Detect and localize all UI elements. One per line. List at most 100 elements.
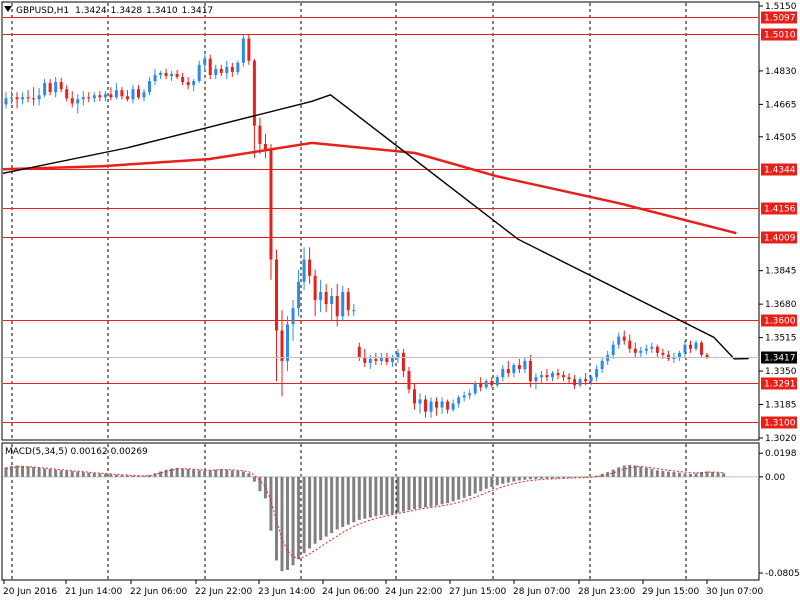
x-tick-label: 24 Jun 06:00 bbox=[322, 587, 379, 597]
level-label-box bbox=[761, 314, 797, 327]
candle bbox=[148, 76, 152, 96]
macd-bar bbox=[142, 475, 146, 477]
candle-body bbox=[181, 76, 185, 83]
macd-bar bbox=[584, 476, 588, 478]
candle bbox=[484, 379, 488, 390]
candle bbox=[241, 34, 245, 67]
macd-bar bbox=[219, 469, 223, 477]
macd-bar bbox=[258, 476, 262, 492]
candle bbox=[501, 364, 505, 382]
candle-body bbox=[451, 403, 455, 410]
candle-body bbox=[4, 98, 8, 105]
x-tick-label: 22 Jun 06:00 bbox=[130, 587, 187, 597]
candle bbox=[573, 375, 577, 390]
macd-bar bbox=[341, 476, 345, 528]
macd-bar bbox=[418, 476, 422, 509]
candle-body bbox=[98, 95, 102, 98]
candle bbox=[59, 78, 63, 93]
candle-body bbox=[401, 352, 405, 372]
level-label: 1.4009 bbox=[764, 234, 796, 244]
candle bbox=[274, 249, 278, 382]
candle-body bbox=[186, 82, 190, 86]
candle-body bbox=[48, 83, 52, 93]
price-axis: 1.5150 1.4830 1.4665 1.4505 1.3845 1.3680 1.35… bbox=[759, 2, 797, 444]
candle bbox=[446, 399, 450, 414]
macd-bar bbox=[286, 476, 290, 571]
candle-body bbox=[368, 358, 372, 363]
candle bbox=[230, 62, 234, 77]
candle bbox=[418, 393, 422, 414]
candle bbox=[595, 364, 599, 382]
x-tick-label: 28 Jun 07:00 bbox=[513, 587, 570, 597]
candle-body bbox=[236, 62, 240, 72]
candle-body bbox=[21, 97, 25, 100]
macd-bar bbox=[269, 476, 273, 531]
candle-body bbox=[313, 275, 317, 301]
macd-bar bbox=[617, 467, 621, 477]
y-tick-label: 1.3350 bbox=[765, 367, 797, 377]
level-label-box bbox=[761, 11, 797, 24]
candle-body bbox=[15, 97, 19, 100]
candle-body bbox=[297, 281, 301, 309]
macd-bar bbox=[153, 473, 157, 477]
macd-bar bbox=[170, 468, 174, 477]
candle-body bbox=[76, 99, 80, 104]
candle-body bbox=[203, 58, 207, 65]
macd-bar bbox=[633, 465, 637, 477]
macd-bar bbox=[457, 476, 461, 500]
macd-bar bbox=[562, 476, 566, 479]
macd-signal-polyline bbox=[5, 466, 724, 559]
candle bbox=[203, 54, 207, 71]
macd-bar bbox=[424, 476, 428, 508]
candle bbox=[666, 350, 670, 361]
macd-bar bbox=[694, 473, 698, 477]
macd-bar bbox=[385, 476, 389, 515]
candle-body bbox=[269, 150, 273, 260]
candle bbox=[490, 377, 494, 388]
macd-bar bbox=[622, 465, 626, 477]
candle bbox=[650, 342, 654, 353]
candle bbox=[136, 85, 140, 100]
macd-bar bbox=[87, 472, 91, 477]
candle bbox=[688, 340, 692, 353]
short-moving-average bbox=[2, 94, 749, 360]
macd-bar bbox=[186, 469, 190, 477]
candle-body bbox=[37, 95, 41, 100]
candle bbox=[379, 352, 383, 365]
x-tick-label: 27 Jun 15:00 bbox=[449, 587, 506, 597]
candle-body bbox=[396, 352, 400, 358]
level-label-box bbox=[761, 231, 797, 244]
candle-body bbox=[87, 97, 91, 99]
macd-bar bbox=[650, 469, 654, 477]
candle bbox=[440, 397, 444, 414]
macd-bar bbox=[545, 476, 549, 479]
dropdown-triangle-icon[interactable] bbox=[4, 6, 12, 12]
macd-bar bbox=[274, 476, 278, 561]
macd-bar bbox=[247, 473, 251, 477]
macd-tick-label: 0.0198 bbox=[765, 449, 797, 459]
candle bbox=[297, 269, 301, 317]
candle bbox=[335, 283, 339, 327]
candle bbox=[258, 117, 262, 155]
candle bbox=[21, 92, 25, 105]
candle bbox=[457, 395, 461, 408]
macd-bar bbox=[528, 476, 532, 480]
macd-bar bbox=[539, 476, 543, 479]
candle bbox=[131, 85, 135, 104]
candle-body bbox=[490, 381, 494, 386]
macd-bar bbox=[567, 476, 571, 478]
candle bbox=[556, 369, 560, 380]
level-label-box bbox=[761, 163, 797, 176]
macd-bar bbox=[644, 467, 648, 477]
macd-bar bbox=[109, 474, 113, 477]
candle bbox=[236, 60, 240, 75]
candle bbox=[252, 58, 256, 159]
current-price-label: 1.3417 bbox=[761, 351, 797, 364]
candle bbox=[291, 300, 295, 341]
macd-bar bbox=[308, 476, 312, 549]
candle-body bbox=[379, 356, 383, 361]
candle-body bbox=[214, 68, 218, 75]
candle-body bbox=[114, 90, 118, 98]
macd-bar bbox=[390, 476, 394, 514]
macd-bar bbox=[81, 472, 85, 477]
